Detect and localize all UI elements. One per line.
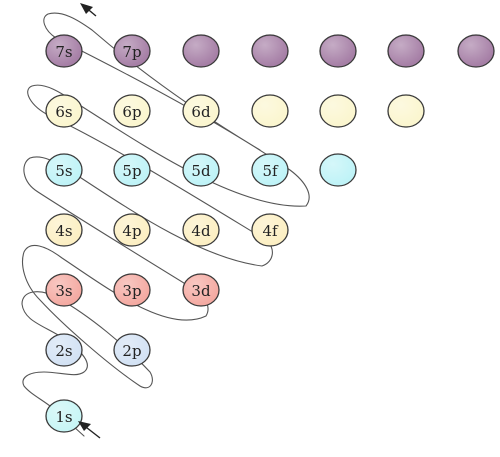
orbital-label: 5f: [262, 162, 279, 180]
orbital-empty-7-5: [319, 34, 357, 68]
arrow-up-left-icon: [78, 421, 101, 439]
orbital-shine: [184, 36, 218, 66]
orbital-6s: 6s: [45, 94, 83, 128]
orbital-empty-6-5: [319, 94, 357, 128]
orbital-label: 2s: [55, 342, 72, 360]
orbital-shine: [115, 155, 149, 185]
orbital-shine: [321, 36, 355, 66]
orbital-empty-7-7: [457, 34, 495, 68]
orbital-label: 3p: [122, 282, 141, 300]
orbital-5s: 5s: [45, 153, 83, 187]
arrow-layer: [78, 3, 101, 439]
orbital-label: 6d: [191, 103, 211, 121]
orbital-shine: [321, 96, 355, 126]
orbital-shine: [115, 96, 149, 126]
orbital-grid: 7s 7p 6s 6p 6d 5s 5p 5d 5f 4s 4p 4d 4f 3s 3p 3d 2s 2p 1s: [45, 34, 495, 433]
orbital-shine: [459, 36, 493, 66]
orbital-shine: [184, 155, 218, 185]
orbital-label: 5s: [55, 162, 72, 180]
orbital-shine: [253, 155, 287, 185]
orbital-label: 5p: [122, 162, 141, 180]
orbital-shine: [321, 155, 355, 185]
orbital-label: 6p: [122, 103, 141, 121]
orbital-label: 4s: [55, 222, 72, 240]
orbital-6p: 6p: [113, 94, 151, 128]
orbital-label: 5d: [191, 162, 211, 180]
orbital-shine: [115, 275, 149, 305]
orbital-shine: [47, 96, 81, 126]
orbital-shine: [389, 36, 423, 66]
arrow-up-left-icon: [80, 3, 97, 17]
orbital-7p: 7p: [113, 34, 151, 68]
orbital-3p: 3p: [113, 273, 151, 307]
orbital-empty-7-4: [251, 34, 289, 68]
orbital-label: 1s: [55, 408, 72, 426]
orbital-5f: 5f: [251, 153, 289, 187]
orbital-2s: 2s: [45, 333, 83, 367]
orbital-shine: [253, 36, 287, 66]
orbital-3s: 3s: [45, 273, 83, 307]
orbital-3d: 3d: [182, 273, 220, 307]
orbital-shine: [253, 215, 287, 245]
orbital-label: 4f: [262, 222, 279, 240]
orbital-shine: [253, 96, 287, 126]
orbital-label: 3d: [191, 282, 211, 300]
orbital-empty-6-4: [251, 94, 289, 128]
orbital-5d: 5d: [182, 153, 220, 187]
orbital-shine: [47, 275, 81, 305]
orbital-shine: [389, 96, 423, 126]
orbital-4p: 4p: [113, 213, 151, 247]
orbital-shine: [47, 401, 81, 431]
orbital-6d: 6d: [182, 94, 220, 128]
orbital-label: 2p: [122, 342, 141, 360]
orbital-label: 7p: [122, 43, 141, 61]
orbital-shine: [184, 275, 218, 305]
orbital-shine: [47, 335, 81, 365]
orbital-empty-7-3: [182, 34, 220, 68]
orbital-label: 4p: [122, 222, 141, 240]
orbital-label: 7s: [55, 43, 72, 61]
diagonal-path: [21, 12, 310, 437]
orbital-empty-6-6: [387, 94, 425, 128]
orbital-label: 4d: [191, 222, 211, 240]
orbital-1s: 1s: [45, 399, 83, 433]
orbital-shine: [47, 155, 81, 185]
orbital-shine: [115, 215, 149, 245]
orbital-4d: 4d: [182, 213, 220, 247]
orbital-7s: 7s: [45, 34, 83, 68]
orbital-empty-5-5: [319, 153, 357, 187]
orbital-shine: [184, 215, 218, 245]
orbital-2p: 2p: [113, 333, 151, 367]
orbital-label: 6s: [55, 103, 72, 121]
orbital-5p: 5p: [113, 153, 151, 187]
orbital-shine: [47, 215, 81, 245]
orbital-empty-7-6: [387, 34, 425, 68]
orbital-shine: [115, 335, 149, 365]
orbital-shine: [115, 36, 149, 66]
orbital-4f: 4f: [251, 213, 289, 247]
orbital-label: 3s: [55, 282, 72, 300]
orbital-shine: [184, 96, 218, 126]
snake-line: [21, 12, 310, 437]
orbital-shine: [47, 36, 81, 66]
orbital-4s: 4s: [45, 213, 83, 247]
